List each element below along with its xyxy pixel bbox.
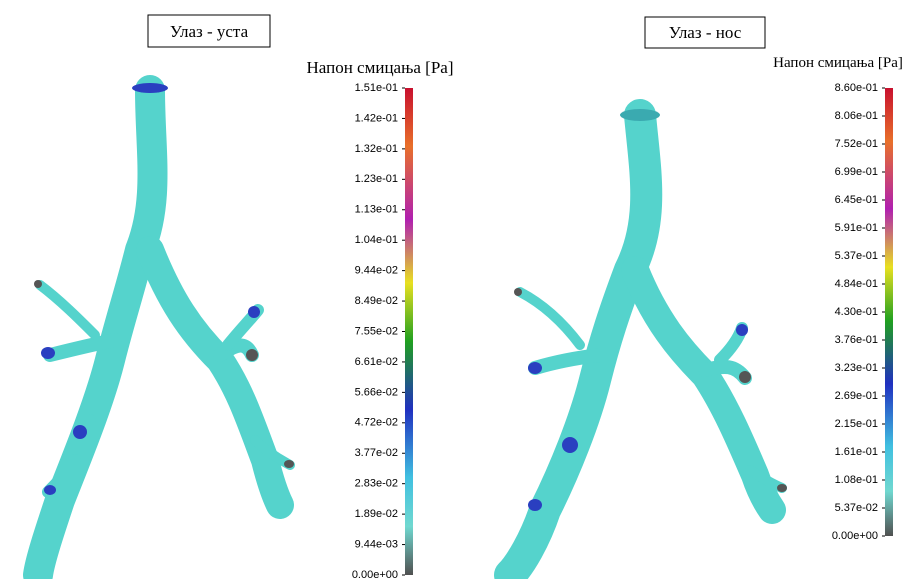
colorbar-tick-label: 1.13e-01 — [355, 204, 398, 216]
colorbar-tick-label: 5.91e-01 — [835, 222, 878, 234]
colorbar-tick-label: 3.23e-01 — [835, 362, 878, 374]
colorbar-tick-label: 5.66e-02 — [355, 386, 398, 398]
airway-left — [23, 75, 295, 579]
colorbar-tick-label: 1.51e-01 — [355, 82, 398, 94]
colorbar-tick-label: 1.08e-01 — [835, 474, 878, 486]
title-box — [644, 16, 766, 49]
colorbar-tick-label: 1.04e-01 — [355, 234, 398, 246]
colorbar-tick-label: 2.15e-01 — [835, 418, 878, 430]
colorbar-tick-label: 5.37e-01 — [835, 250, 878, 262]
airway-right — [494, 99, 787, 579]
colorbar-tick-label: 3.76e-01 — [835, 334, 878, 346]
colorbar-tick-label: 7.55e-02 — [355, 325, 398, 337]
colorbar-tick-label: 1.61e-01 — [835, 446, 878, 458]
colorbar-tick-label: 1.42e-01 — [355, 112, 398, 124]
colorbar-tick-label: 8.60e-01 — [835, 82, 878, 94]
colorbar-tick-label: 5.37e-02 — [835, 502, 878, 514]
colorbar-tick-label: 8.49e-02 — [355, 295, 398, 307]
colorbar-tick-label: 1.32e-01 — [355, 143, 398, 155]
colorbar-tick-label: 3.77e-02 — [355, 447, 398, 459]
colorbar-tick-label: 2.83e-02 — [355, 478, 398, 490]
colorbar-tick-label: 9.44e-02 — [355, 265, 398, 277]
colorbar-tick-label: 8.06e-01 — [835, 110, 878, 122]
colorbar-tick-label: 4.72e-02 — [355, 417, 398, 429]
colorbar-tick-label: 7.52e-01 — [835, 138, 878, 150]
panel-title: Улаз - нос — [669, 23, 742, 42]
colorbar-tick-label: 0.00e+00 — [352, 569, 398, 579]
colorbar — [885, 88, 893, 536]
colorbar-tick-label: 4.84e-01 — [835, 278, 878, 290]
airway-right-hotspots — [514, 109, 787, 511]
airway-left-hotspots — [34, 83, 294, 495]
colorbar-tick-label: 2.69e-01 — [835, 390, 878, 402]
colorbar-tick-label: 6.45e-01 — [835, 194, 878, 206]
colorbar-tick-label: 9.44e-03 — [355, 538, 398, 550]
colorbar-tick-label: 1.89e-02 — [355, 508, 398, 520]
colorbar-tick-label: 1.23e-01 — [355, 173, 398, 185]
colorbar-tick-label: 4.30e-01 — [835, 306, 878, 318]
colorbar-tick-label: 6.99e-01 — [835, 166, 878, 178]
colorbar — [405, 88, 413, 575]
colorbar-title: Напон смицања [Pa] — [773, 55, 903, 71]
panel-title: Улаз - уста — [170, 22, 249, 41]
colorbar-title: Напон смицања [Pa] — [307, 58, 454, 77]
colorbar-tick-label: 0.00e+00 — [832, 530, 878, 542]
title-box — [147, 14, 271, 48]
colorbar-tick-label: 6.61e-02 — [355, 356, 398, 368]
